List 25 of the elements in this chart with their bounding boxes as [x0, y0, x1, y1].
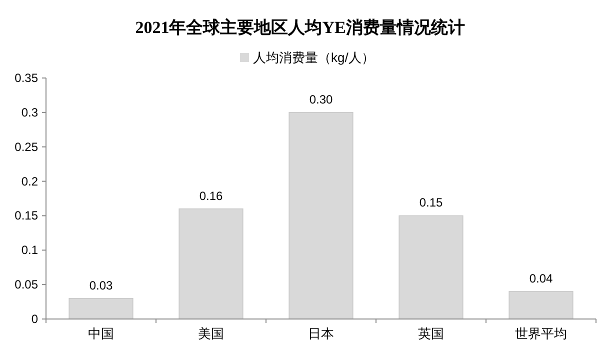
y-tick-label: 0.25: [14, 140, 38, 154]
data-label: 0.03: [89, 278, 113, 292]
bar: [288, 112, 354, 320]
x-tick-label: 世界平均: [515, 326, 567, 341]
y-tick-label: 0.2: [21, 174, 38, 188]
x-tick-label: 日本: [308, 326, 334, 341]
y-tick-label: 0.35: [14, 71, 38, 85]
chart-title: 2021年全球主要地区人均YE消费量情况统计: [135, 18, 465, 37]
x-tick-label: 英国: [418, 326, 444, 341]
y-tick-label: 0.15: [14, 208, 38, 223]
legend-label: 人均消费量（kg/人）: [253, 50, 374, 65]
data-label: 0.15: [419, 196, 443, 210]
data-label: 0.30: [309, 92, 333, 106]
bar: [178, 208, 244, 320]
y-tick-label: 0.3: [21, 105, 38, 120]
bar: [398, 215, 464, 320]
bar: [508, 291, 574, 320]
y-tick-label: 0.05: [14, 278, 38, 292]
x-tick-label: 中国: [88, 326, 114, 341]
bar: [68, 298, 134, 320]
data-label: 0.04: [529, 271, 553, 286]
x-tick-label: 美国: [198, 326, 224, 341]
data-label: 0.16: [199, 188, 223, 203]
y-tick-label: 0: [31, 312, 38, 326]
y-tick-label: 0.1: [21, 243, 38, 258]
